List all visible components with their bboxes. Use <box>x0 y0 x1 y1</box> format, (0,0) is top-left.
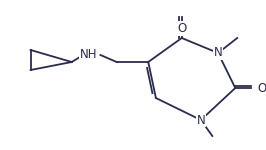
Text: N: N <box>197 114 205 126</box>
Text: NH: NH <box>80 48 98 62</box>
Text: O: O <box>257 81 266 94</box>
Text: O: O <box>177 22 186 35</box>
Text: N: N <box>214 46 222 60</box>
